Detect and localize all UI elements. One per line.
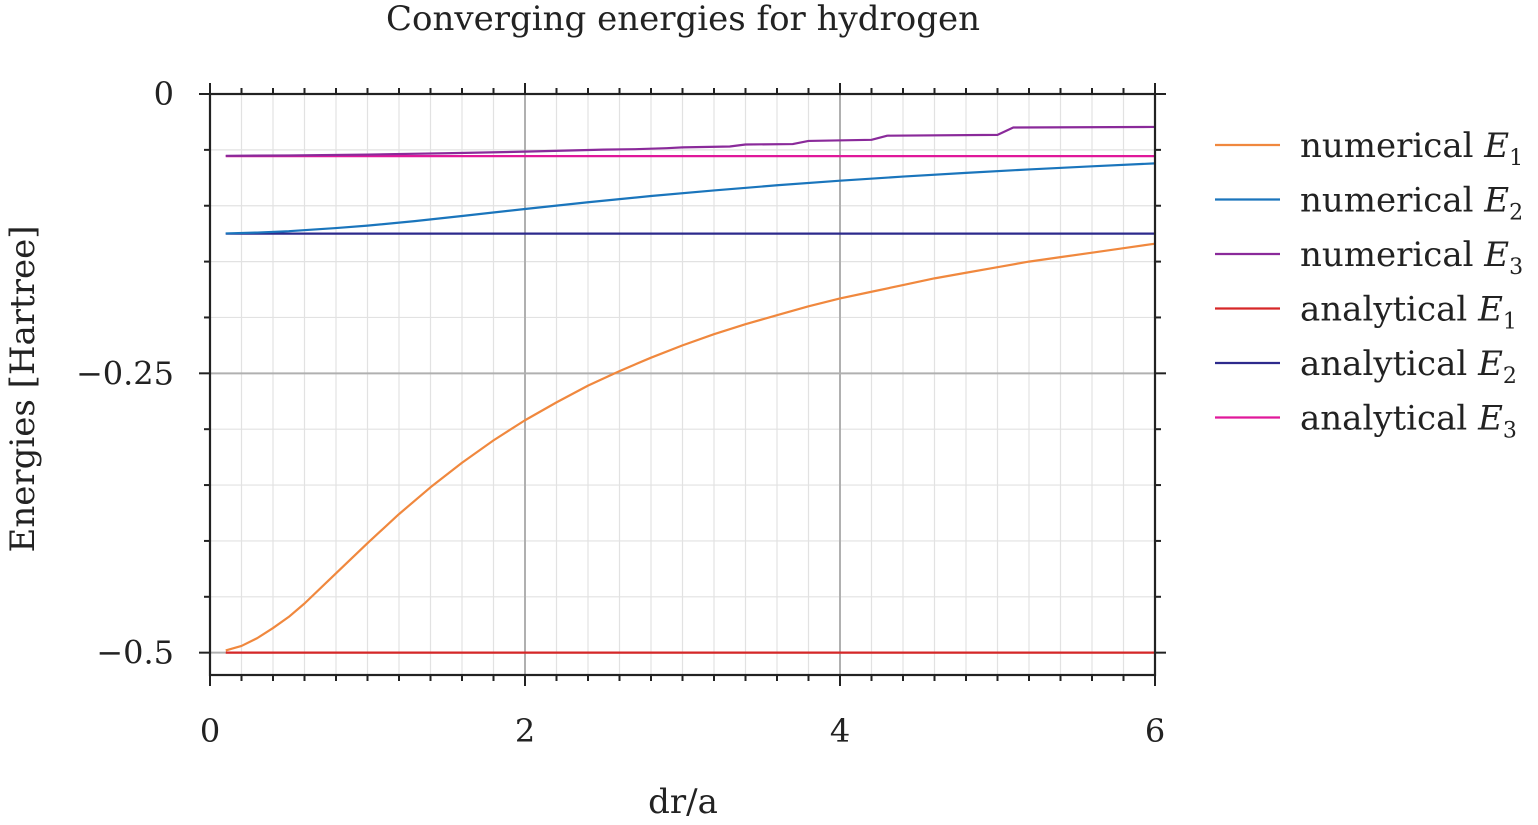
x-tick-label: 2 [515,712,535,750]
legend-label: analytical E1 [1300,290,1517,335]
series-layer [225,125,1156,654]
series-line-3 [225,125,1156,157]
legend: numerical E1 numerical E2 numerical E3 anal… [1215,126,1523,444]
legend-label: numerical E1 [1300,126,1523,171]
legend-label: analytical E3 [1300,399,1517,444]
y-tick-label: −0.25 [76,354,174,392]
x-tick-label: 4 [830,712,850,750]
y-tick-label: −0.5 [96,634,174,672]
y-tick-label: 0 [154,75,174,113]
series-line-2 [225,162,1156,235]
series-line-1 [225,242,1156,652]
legend-label: numerical E2 [1300,181,1523,226]
ticks [199,83,1166,686]
tick-labels: 0 2 4 6 0 −0.25 −0.5 [76,75,1165,750]
chart-title: Converging energies for hydrogen [386,0,980,39]
grid [209,93,1156,675]
legend-label: analytical E2 [1300,344,1517,389]
legend-label: numerical E3 [1300,235,1523,280]
x-axis-label: dr/a [648,782,718,822]
x-tick-label: 6 [1145,712,1165,750]
x-tick-label: 0 [200,712,220,750]
y-axis-label: Energies [Hartree] [3,226,43,553]
